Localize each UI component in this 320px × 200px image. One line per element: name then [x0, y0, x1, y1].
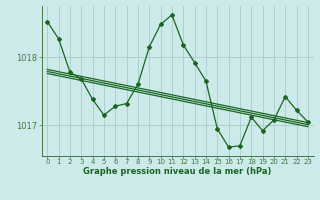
X-axis label: Graphe pression niveau de la mer (hPa): Graphe pression niveau de la mer (hPa) [84, 167, 272, 176]
